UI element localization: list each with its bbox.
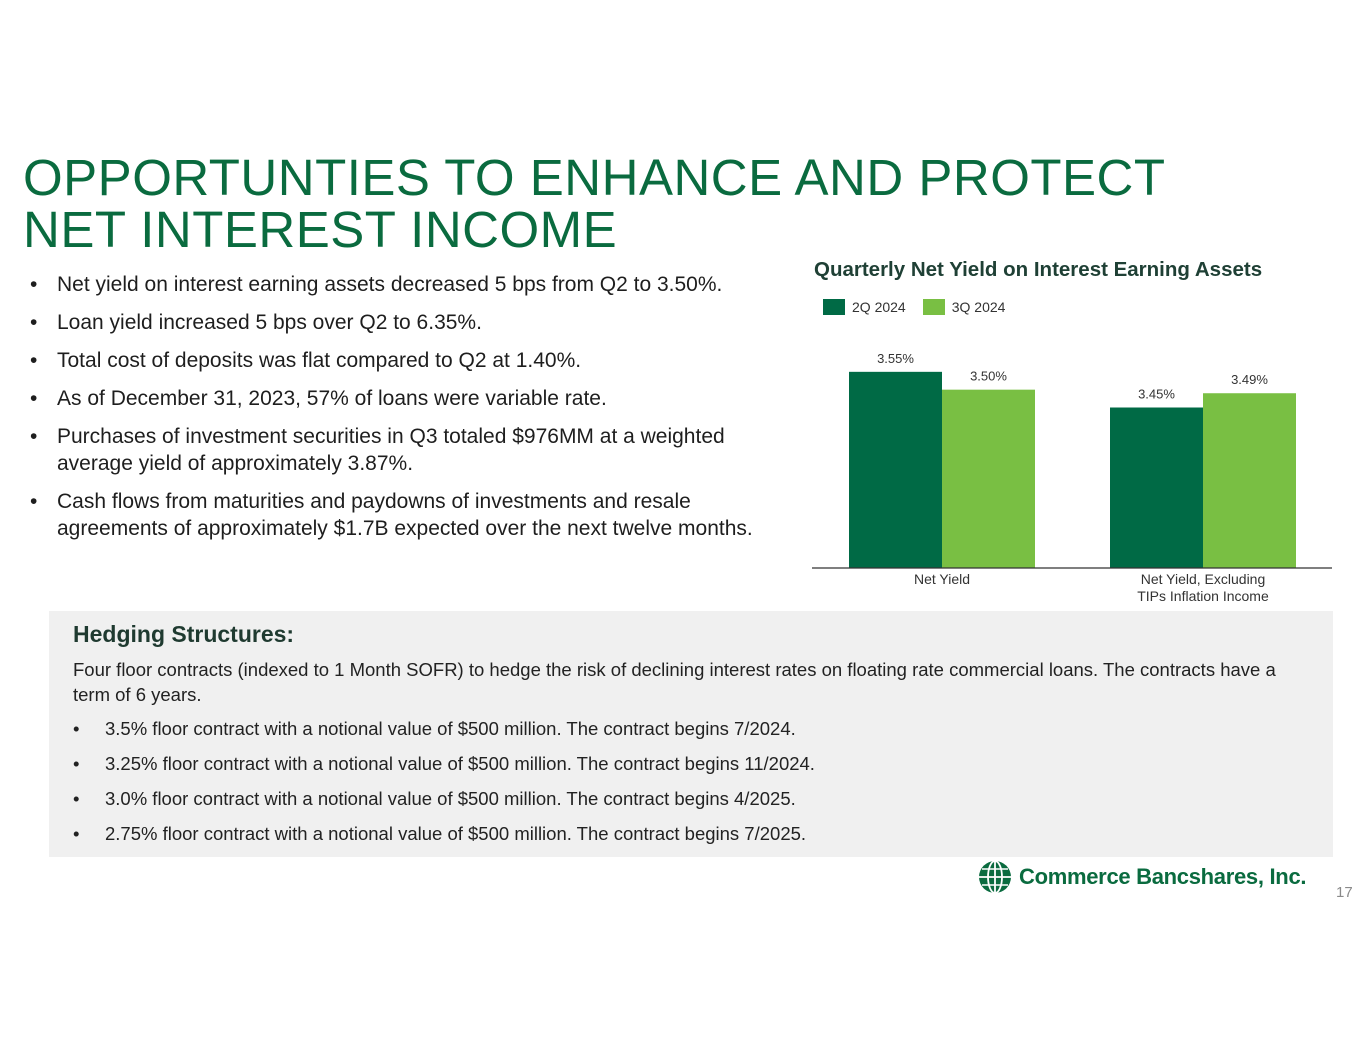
page-number: 17: [1336, 884, 1353, 901]
data-label: 3.50%: [970, 369, 1007, 384]
legend-swatch-3q-2024: [922, 299, 945, 315]
bar-2q-2024-1: [1110, 407, 1203, 568]
company-logo-text: Commerce Bancshares, Inc.: [1019, 864, 1307, 889]
page-title-line-2: NET INTEREST INCOME: [23, 201, 618, 258]
legend-label-3q-2024: 3Q 2024: [951, 299, 1006, 315]
key-point: Purchases of investment securities in Q3…: [30, 423, 770, 477]
key-point: Net yield on interest earning assets dec…: [30, 271, 770, 298]
hedging-contract-item: 3.25% floor contract with a notional val…: [73, 751, 815, 776]
page-title: OPPORTUNTIES TO ENHANCE AND PROTECT NET …: [23, 152, 1223, 256]
hedging-structures-panel: Hedging Structures: Four floor contracts…: [49, 611, 1333, 857]
chart-legend: 2Q 2024 3Q 2024: [823, 299, 1022, 315]
hedging-contracts-list: 3.5% floor contract with a notional valu…: [73, 716, 815, 856]
hedging-contract-item: 3.0% floor contract with a notional valu…: [73, 786, 815, 811]
hedging-title: Hedging Structures:: [73, 621, 295, 647]
globe-icon: [979, 860, 1011, 894]
bar-3q-2024-1: [1203, 393, 1296, 568]
key-point: Total cost of deposits was flat compared…: [30, 347, 770, 374]
data-label: 3.49%: [1231, 372, 1268, 387]
x-tick-label: Net Yield: [914, 571, 970, 587]
legend-swatch-2q-2024: [823, 299, 845, 315]
hedging-contract-item: 2.75% floor contract with a notional val…: [73, 821, 815, 846]
bar-3q-2024-0: [942, 389, 1035, 568]
net-yield-bar-chart: 3.55% 3.50% Net Yield 3.45% 3.49% Net Yield, …: [812, 351, 1332, 604]
key-point: Loan yield increased 5 bps over Q2 to 6.…: [30, 309, 770, 336]
chart-title: Quarterly Net Yield on Interest Earning …: [814, 258, 1263, 281]
key-point: Cash flows from maturities and paydowns …: [30, 488, 770, 542]
key-point: As of December 31, 2023, 57% of loans we…: [30, 385, 770, 412]
data-label: 3.55%: [877, 351, 914, 366]
company-logo: Commerce Bancshares, Inc.: [978, 860, 1307, 894]
hedging-description: Four floor contracts (indexed to 1 Month…: [73, 659, 1276, 705]
hedging-contract-item: 3.5% floor contract with a notional valu…: [73, 716, 815, 741]
legend-label-2q-2024: 2Q 2024: [852, 299, 906, 315]
page-title-line-1: OPPORTUNTIES TO ENHANCE AND PROTECT: [23, 149, 1166, 206]
legend-item-3q-2024: 3Q 2024: [922, 299, 1006, 315]
data-label: 3.45%: [1138, 387, 1175, 402]
legend-item-2q-2024: 2Q 2024: [823, 299, 906, 315]
key-points-list: Net yield on interest earning assets dec…: [30, 271, 770, 553]
bar-2q-2024-0: [849, 371, 942, 568]
x-tick-label: Net Yield, Excluding: [1141, 571, 1266, 587]
x-tick-label: TIPs Inflation Income: [1137, 588, 1269, 604]
